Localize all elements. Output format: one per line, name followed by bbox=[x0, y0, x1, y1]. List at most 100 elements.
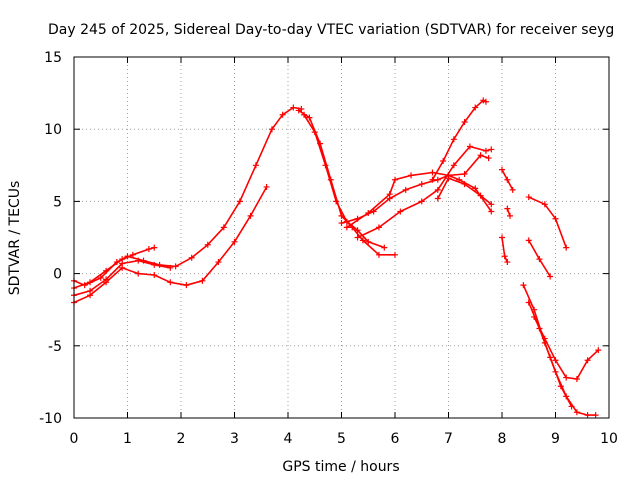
x-tick-label: 7 bbox=[444, 431, 453, 447]
data-point bbox=[552, 215, 559, 222]
data-point bbox=[151, 261, 158, 268]
y-tick-label: 5 bbox=[53, 194, 62, 210]
data-point bbox=[488, 146, 495, 153]
data-point bbox=[563, 374, 570, 381]
data-point bbox=[183, 282, 190, 289]
x-tick-label: 2 bbox=[177, 431, 186, 447]
data-point bbox=[507, 212, 514, 219]
data-point bbox=[482, 147, 489, 154]
data-point bbox=[392, 251, 398, 258]
data-point bbox=[268, 126, 275, 133]
data-point bbox=[504, 205, 511, 212]
data-point bbox=[541, 201, 548, 208]
data-point bbox=[520, 282, 527, 289]
data-point bbox=[365, 209, 372, 216]
data-point bbox=[151, 244, 158, 251]
data-point bbox=[557, 383, 564, 390]
data-point bbox=[343, 224, 350, 231]
x-tick-label: 4 bbox=[284, 431, 293, 447]
series-line bbox=[340, 154, 490, 224]
series-arc-m bbox=[504, 205, 514, 219]
series-arc-f bbox=[71, 257, 174, 299]
data-point bbox=[204, 241, 211, 248]
data-point bbox=[354, 234, 361, 241]
x-tick-label: 10 bbox=[600, 431, 618, 447]
series-arc-s bbox=[525, 299, 575, 410]
series-line bbox=[527, 196, 568, 249]
data-point bbox=[595, 347, 602, 354]
x-tick-label: 3 bbox=[230, 431, 239, 447]
y-tick-label: 0 bbox=[53, 267, 62, 283]
series-line bbox=[356, 145, 493, 239]
series-line bbox=[522, 284, 597, 416]
series-arc-k bbox=[434, 175, 495, 208]
series-arc-a bbox=[71, 104, 305, 292]
axis-ticks: 0 1 2 3 4 5 6 7 8 9 10 -10 -5 0 5 10 15 bbox=[39, 50, 618, 447]
data-point bbox=[499, 166, 505, 173]
data-point bbox=[322, 162, 329, 169]
data-point bbox=[359, 237, 366, 244]
data-point bbox=[472, 104, 479, 111]
series-arc-g bbox=[338, 152, 492, 227]
data-point bbox=[81, 282, 88, 289]
series-arc-c bbox=[301, 111, 388, 251]
data-point bbox=[113, 259, 120, 266]
data-point bbox=[547, 273, 554, 280]
series-arc-b bbox=[295, 107, 398, 258]
data-point bbox=[450, 162, 457, 169]
series-arc-r bbox=[531, 313, 602, 383]
y-tick-label: 15 bbox=[44, 50, 62, 66]
series-arc-h bbox=[343, 169, 495, 231]
data-point bbox=[504, 259, 511, 266]
x-tick-label: 9 bbox=[551, 431, 560, 447]
data-point bbox=[418, 181, 425, 188]
data-point bbox=[370, 208, 377, 215]
data-point bbox=[290, 104, 297, 111]
data-point bbox=[525, 237, 532, 244]
series-arc-o bbox=[525, 237, 554, 280]
data-point bbox=[365, 238, 372, 245]
data-point bbox=[461, 118, 468, 125]
data-point bbox=[236, 198, 243, 205]
data-point bbox=[472, 185, 479, 192]
x-tick-label: 5 bbox=[337, 431, 346, 447]
data-point bbox=[488, 208, 495, 215]
data-point bbox=[429, 169, 436, 176]
data-point bbox=[295, 107, 302, 114]
x-tick-label: 0 bbox=[70, 431, 79, 447]
data-point bbox=[392, 176, 398, 183]
data-point bbox=[397, 208, 404, 215]
data-point bbox=[499, 234, 505, 241]
x-tick-label: 1 bbox=[123, 431, 132, 447]
data-point bbox=[488, 201, 495, 208]
data-point bbox=[375, 251, 382, 258]
data-point bbox=[536, 256, 543, 263]
data-point bbox=[434, 186, 441, 193]
data-point bbox=[584, 412, 591, 419]
data-point bbox=[434, 195, 441, 202]
data-point bbox=[263, 183, 270, 190]
data-point bbox=[501, 253, 508, 260]
y-tick-label: -5 bbox=[48, 339, 62, 355]
data-point bbox=[429, 176, 436, 183]
data-point bbox=[97, 274, 104, 281]
data-point bbox=[103, 276, 110, 283]
data-point bbox=[279, 111, 286, 118]
series-arc-n bbox=[525, 194, 570, 251]
data-point bbox=[129, 251, 136, 258]
data-point bbox=[252, 162, 259, 169]
series-arc-q bbox=[520, 282, 599, 419]
x-tick-label: 6 bbox=[391, 431, 400, 447]
data-point bbox=[338, 220, 345, 227]
x-tick-label: 8 bbox=[498, 431, 507, 447]
data-point bbox=[482, 98, 489, 105]
data-point bbox=[461, 181, 468, 188]
data-point bbox=[434, 176, 441, 183]
data-point bbox=[145, 246, 152, 253]
data-point bbox=[220, 224, 227, 231]
data-point bbox=[151, 272, 158, 279]
data-point bbox=[311, 129, 318, 136]
data-point bbox=[552, 357, 559, 364]
series-arc-j bbox=[429, 97, 489, 183]
data-point bbox=[135, 270, 142, 277]
